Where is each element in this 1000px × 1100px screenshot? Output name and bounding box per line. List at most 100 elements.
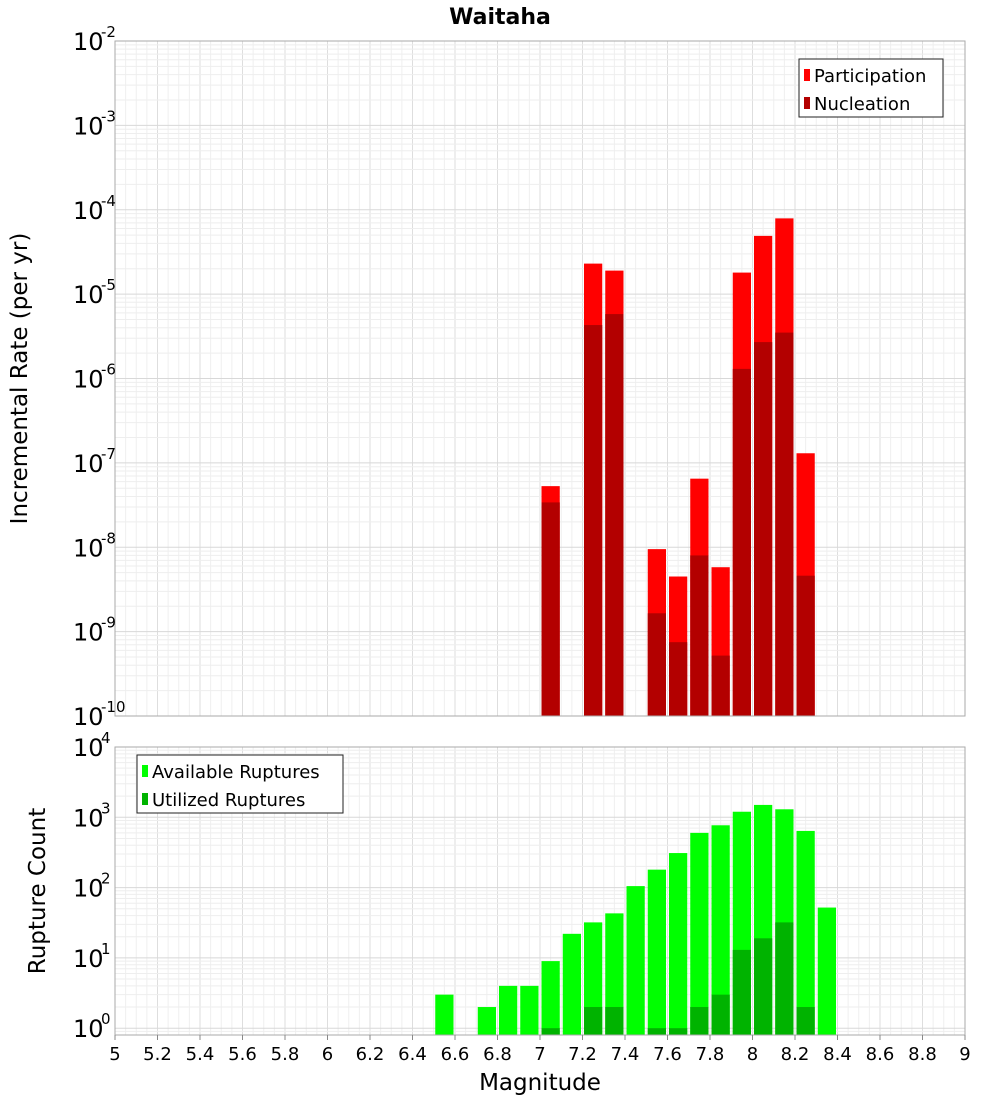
rate-bar-nucleation [647,613,666,716]
count-bar-utilized-ruptures [584,1007,603,1035]
y-tick-exponent: -7 [101,445,116,463]
y-tick-exponent: 3 [101,799,111,817]
count-bar-utilized-ruptures [732,949,751,1035]
x-tick-label: 6.8 [483,1044,512,1065]
x-tick-label: 7.6 [653,1044,682,1065]
x-tick-label: 5.2 [143,1044,172,1065]
x-tick-label: 8.4 [823,1044,852,1065]
rate-plot-frame [114,40,966,717]
count-bar-utilized-ruptures [541,1028,560,1035]
rate-y-axis-label: Incremental Rate (per yr) [7,233,33,525]
x-tick-label: 8.6 [866,1044,895,1065]
legend-box [136,754,344,814]
legend-swatch [804,97,810,109]
y-tick-label: 10 [73,28,104,56]
x-tick-label: 6 [322,1044,333,1065]
legend-swatch [142,765,148,777]
y-tick-label: 10 [73,1015,104,1043]
y-tick-exponent: -2 [101,23,116,41]
y-tick-label: 10 [73,450,104,478]
rate-bar-nucleation [669,642,688,716]
count-bar-available-ruptures [796,830,815,1035]
rate-bar-nucleation [584,325,603,716]
y-tick-exponent: -4 [101,192,116,210]
count-bar-utilized-ruptures [647,1028,666,1035]
count-bar-utilized-ruptures [754,938,773,1035]
y-tick-exponent: -9 [101,614,116,632]
y-tick-label: 10 [73,112,104,140]
y-tick-exponent: -10 [101,698,126,716]
x-tick-label: 9 [959,1044,970,1065]
x-tick-labels: 5 5.2 5.4 5.6 5.8 6 6.2 6.4 6.6 6.8 7 7.2 7.4 7.6 7.8 8… [109,1035,971,1065]
rate-bar-nucleation [711,655,730,716]
rate-bar-nucleation [690,555,709,716]
y-tick-exponent: 1 [101,940,111,958]
legend-label: Participation [814,66,926,87]
y-tick-exponent: -6 [101,361,116,379]
rate-bar-nucleation [775,332,794,716]
x-tick-label: 6.6 [441,1044,470,1065]
x-tick-label: 7 [534,1044,545,1065]
x-tick-label: 6.4 [398,1044,427,1065]
x-tick-label: 5.4 [186,1044,215,1065]
rate-bar-nucleation [605,314,624,716]
count-bar-available-ruptures [817,907,836,1035]
y-tick-label: 10 [73,703,104,731]
rate-bars [541,218,815,717]
y-tick-label: 10 [73,945,104,973]
rate-legend: Participation Nucleation [798,58,944,118]
count-bar-available-ruptures [435,994,454,1035]
count-bar-available-ruptures [669,853,688,1035]
y-tick-exponent: -3 [101,107,116,125]
legend-label: Utilized Ruptures [152,790,305,811]
count-bar-utilized-ruptures [669,1028,688,1035]
rate-bar-nucleation [796,575,815,716]
rate-gridlines [114,40,966,717]
y-tick-exponent: -8 [101,529,116,547]
x-tick-label: 7.8 [696,1044,725,1065]
count-bars [435,804,836,1035]
y-tick-exponent: 0 [101,1010,111,1028]
count-bar-available-ruptures [477,1007,496,1035]
count-bar-utilized-ruptures [605,1007,624,1035]
count-bar-utilized-ruptures [796,1007,815,1035]
count-bar-available-ruptures [541,961,560,1035]
count-bar-utilized-ruptures [711,994,730,1035]
count-y-axis-label: Rupture Count [25,808,51,974]
count-bar-available-ruptures [584,922,603,1035]
x-axis-label: Magnitude [479,1070,601,1096]
count-bar-available-ruptures [562,933,581,1035]
count-gridlines [114,746,966,1036]
y-tick-label: 10 [73,366,104,394]
x-tick-label: 6.2 [356,1044,385,1065]
y-tick-exponent: 2 [101,870,111,888]
count-bar-available-ruptures [711,825,730,1035]
x-tick-label: 8 [747,1044,758,1065]
y-tick-label: 10 [73,734,104,762]
y-tick-label: 10 [73,197,104,225]
legend-label: Nucleation [814,94,910,115]
count-bar-utilized-ruptures [690,1007,709,1035]
y-tick-label: 10 [73,804,104,832]
legend-label: Available Ruptures [152,762,320,783]
count-bar-available-ruptures [605,913,624,1035]
count-bar-available-ruptures [647,869,666,1035]
count-bar-available-ruptures [626,886,645,1035]
y-tick-label: 10 [73,281,104,309]
y-tick-label: 10 [73,619,104,647]
count-bar-available-ruptures [520,985,539,1035]
x-tick-label: 7.2 [568,1044,597,1065]
x-tick-label: 7.4 [611,1044,640,1065]
rate-bar-nucleation [754,342,773,716]
legend-box [798,58,944,118]
rate-bar-nucleation [541,502,560,716]
y-tick-label: 10 [73,875,104,903]
count-bar-available-ruptures [690,832,709,1035]
x-tick-label: 8.8 [908,1044,937,1065]
y-tick-exponent: 4 [101,729,111,747]
